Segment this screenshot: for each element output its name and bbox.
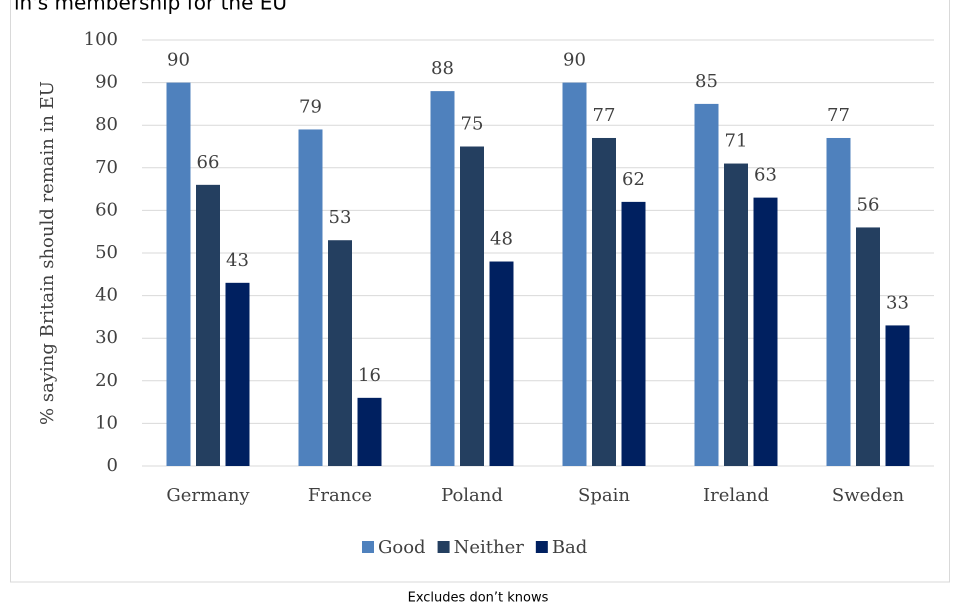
bar: [753, 197, 778, 466]
value-label: 77: [827, 105, 850, 126]
y-tick-label: 20: [95, 370, 118, 391]
bar: [724, 163, 748, 467]
value-label: 77: [593, 105, 616, 126]
legend-swatch: [437, 541, 450, 553]
value-label: 53: [329, 207, 352, 228]
footnote: Excludes don’t knows: [408, 591, 549, 606]
legend-swatch: [362, 541, 374, 553]
legend-label: Bad: [552, 537, 587, 558]
value-label: 33: [886, 292, 909, 313]
bar: [328, 240, 352, 466]
y-tick-label: 40: [95, 285, 118, 306]
value-label: 63: [754, 165, 777, 186]
y-tick-label: 90: [95, 72, 118, 93]
bar: [621, 201, 646, 466]
value-label: 75: [461, 114, 484, 135]
legend-swatch: [535, 541, 548, 553]
bar: [430, 91, 455, 467]
bar: [489, 261, 514, 466]
value-label: 66: [197, 152, 220, 173]
y-tick-label: 50: [95, 242, 118, 263]
y-tick-label: 70: [95, 157, 118, 178]
value-label: 48: [490, 229, 513, 250]
bar: [357, 397, 382, 466]
value-label: 79: [299, 96, 322, 117]
y-tick-label: 10: [95, 412, 118, 433]
value-label: 71: [725, 131, 748, 152]
value-label: 90: [563, 50, 586, 71]
value-label: 85: [695, 71, 718, 92]
bar: [826, 137, 851, 467]
bar: [166, 82, 191, 466]
bar: [885, 325, 910, 466]
chart-title: in's membership for the EU: [14, 0, 287, 15]
value-label: 43: [226, 250, 249, 271]
bar: [562, 82, 587, 466]
value-label: 56: [857, 194, 880, 215]
y-tick-label: 100: [84, 29, 118, 50]
value-label: 16: [358, 365, 381, 386]
bar: [592, 137, 616, 467]
x-tick-label: Poland: [441, 485, 503, 506]
x-tick-label: Ireland: [703, 485, 769, 506]
x-tick-label: Sweden: [832, 485, 905, 506]
y-tick-label: 80: [95, 114, 118, 135]
y-tick-label: 0: [107, 455, 118, 476]
value-label: 62: [622, 169, 645, 190]
value-label: 88: [431, 58, 454, 79]
y-tick-label: 30: [95, 327, 118, 348]
bar: [225, 282, 250, 466]
legend-label: Good: [378, 537, 426, 558]
bar: [694, 103, 719, 467]
bar: [196, 184, 220, 466]
bar: [298, 129, 323, 466]
legend-label: Neither: [454, 537, 525, 558]
x-tick-label: Germany: [166, 485, 250, 506]
x-tick-label: France: [308, 485, 372, 506]
y-tick-label: 60: [95, 199, 118, 220]
bar: [856, 227, 880, 466]
value-label: 90: [167, 50, 190, 71]
y-axis-title: % saying Britain should remain in EU: [37, 81, 58, 425]
bar: [460, 146, 484, 466]
x-tick-label: Spain: [578, 485, 630, 506]
